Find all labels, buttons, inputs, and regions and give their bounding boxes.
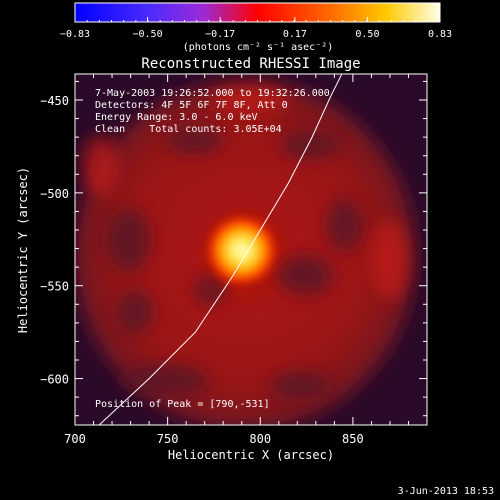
x-tick-label: 700 xyxy=(64,432,86,446)
flare-source xyxy=(203,212,280,289)
colorbar-tick-label: 0.17 xyxy=(283,29,307,40)
annotation-clean: Clean Total counts: 3.05E+04 xyxy=(95,124,282,135)
colorbar-tick-label: −0.50 xyxy=(133,29,163,40)
x-tick-label: 750 xyxy=(157,432,179,446)
colorbar xyxy=(74,2,441,23)
x-axis-label: Heliocentric X (arcsec) xyxy=(168,448,334,462)
colorbar-units: (photons cm⁻² s⁻¹ asec⁻²) xyxy=(183,42,334,53)
plot-frame xyxy=(74,73,428,426)
colorbar-tick-label: −0.83 xyxy=(60,29,90,40)
annotation-energy: Energy Range: 3.0 - 6.0 keV xyxy=(95,112,258,123)
annotation-detectors: Detectors: 4F 5F 6F 7F 8F, Att 0 xyxy=(95,100,288,111)
y-axis-label: Heliocentric Y (arcsec) xyxy=(16,167,30,333)
colorbar-ticks: −0.83 −0.50 −0.17 0.17 0.50 0.83 xyxy=(60,17,452,40)
peak-position-label: Position of Peak = [790,-531] xyxy=(95,399,270,410)
footer-date: 3-Jun-2013 18:53 xyxy=(398,486,494,497)
y-tick-label: −600 xyxy=(40,373,69,387)
annotation-time-range: 7-May-2003 19:26:52.000 to 19:32:26.000 xyxy=(95,88,330,99)
y-tick-label: −500 xyxy=(40,187,69,201)
y-tick-label: −550 xyxy=(40,280,69,294)
colorbar-tick-label: 0.50 xyxy=(355,29,379,40)
x-tick-label: 800 xyxy=(249,432,271,446)
y-tick-label: −450 xyxy=(40,94,69,108)
colorbar-tick-label: −0.17 xyxy=(205,29,235,40)
axes: 700 750 800 850 −450 −500 −550 −600 xyxy=(40,74,428,446)
colorbar-tick-label: 0.83 xyxy=(428,29,452,40)
chart-title: Reconstructed RHESSI Image xyxy=(141,56,360,72)
x-tick-label: 850 xyxy=(342,432,364,446)
plot-area xyxy=(75,74,427,425)
solar-limb-curve xyxy=(98,74,343,425)
